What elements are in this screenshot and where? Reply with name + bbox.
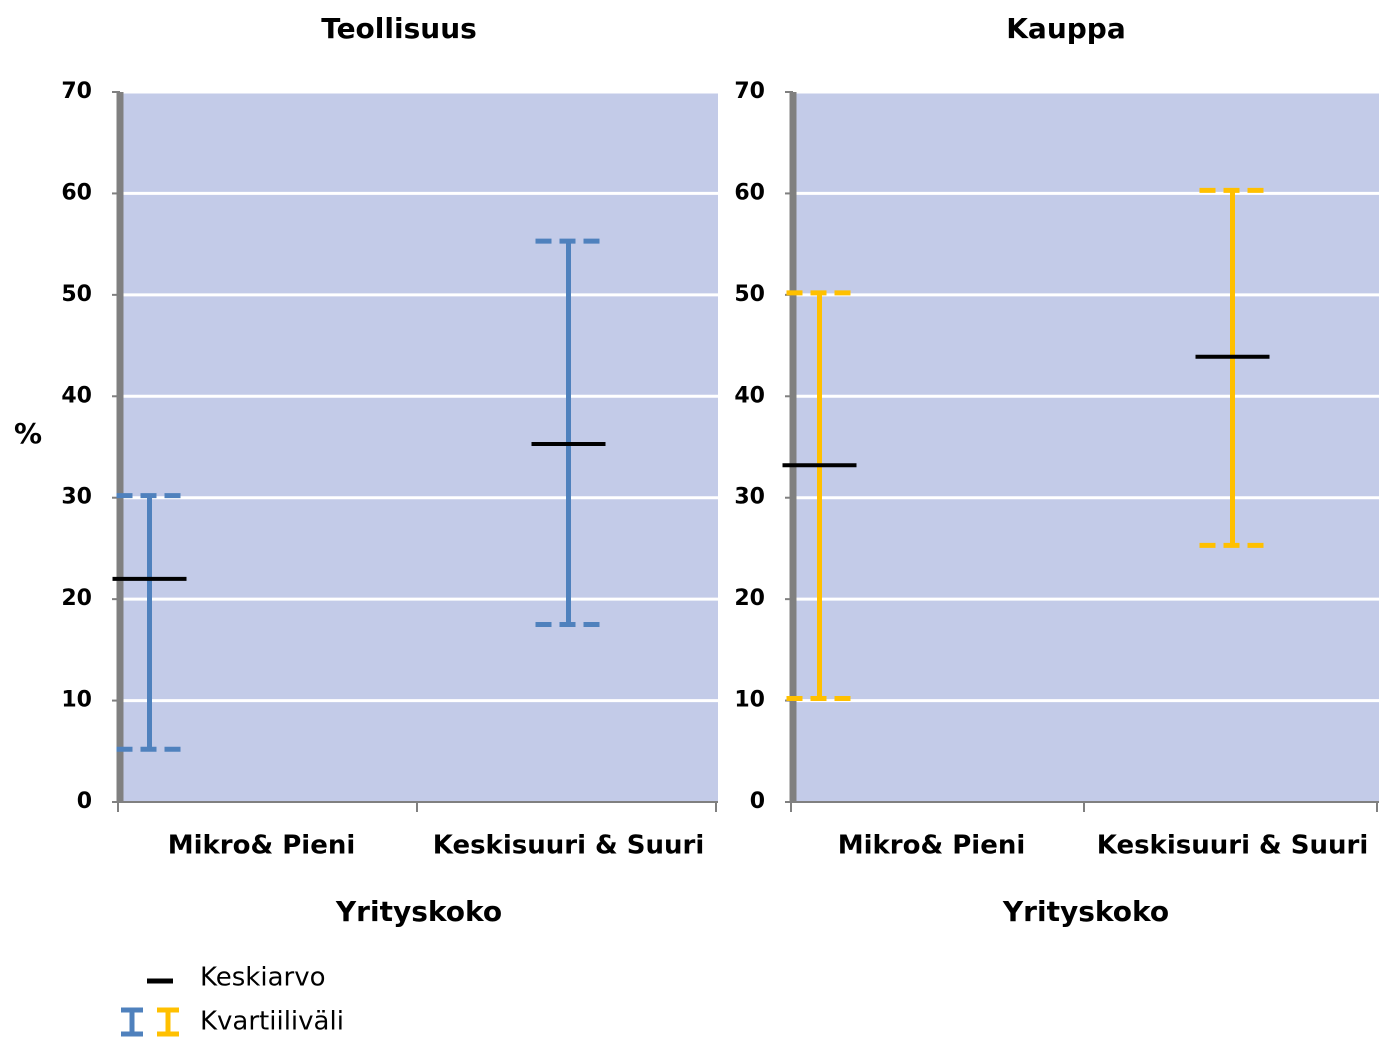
y-axis-label: % — [14, 417, 42, 450]
plot-area — [793, 92, 1379, 802]
y-tick-label: 0 — [77, 789, 92, 814]
x-axis-label: Yrityskoko — [1002, 895, 1169, 928]
y-tick-label: 0 — [750, 789, 765, 814]
y-tick-label: 70 — [734, 79, 765, 104]
y-tick-label: 10 — [61, 688, 92, 713]
legend-range-icon — [121, 1007, 143, 1037]
y-tick-label: 40 — [61, 383, 92, 408]
y-tick-label: 30 — [61, 485, 92, 510]
y-tick-label: 50 — [61, 282, 92, 307]
legend-mean-label: Keskiarvo — [200, 963, 326, 993]
x-tick-label: Mikro& Pieni — [168, 831, 356, 861]
y-tick-label: 30 — [734, 485, 765, 510]
y-tick-label: 60 — [734, 180, 765, 205]
y-tick-label: 50 — [734, 282, 765, 307]
legend-range-icon — [157, 1007, 179, 1037]
plot-area — [120, 92, 718, 802]
y-tick-label: 70 — [61, 79, 92, 104]
y-tick-label: 60 — [61, 180, 92, 205]
x-axis-label: Yrityskoko — [335, 895, 502, 928]
legend-range-label: Kvartiiliväli — [200, 1007, 344, 1037]
y-tick-label: 10 — [734, 688, 765, 713]
chart-title: Kauppa — [1006, 12, 1126, 45]
y-tick-label: 20 — [61, 586, 92, 611]
x-tick-label: Keskisuuri & Suuri — [433, 831, 705, 861]
x-tick-label: Mikro& Pieni — [838, 831, 1026, 861]
y-tick-label: 20 — [734, 586, 765, 611]
chart-title: Teollisuus — [321, 12, 477, 45]
x-tick-label: Keskisuuri & Suuri — [1097, 831, 1369, 861]
y-tick-label: 40 — [734, 383, 765, 408]
